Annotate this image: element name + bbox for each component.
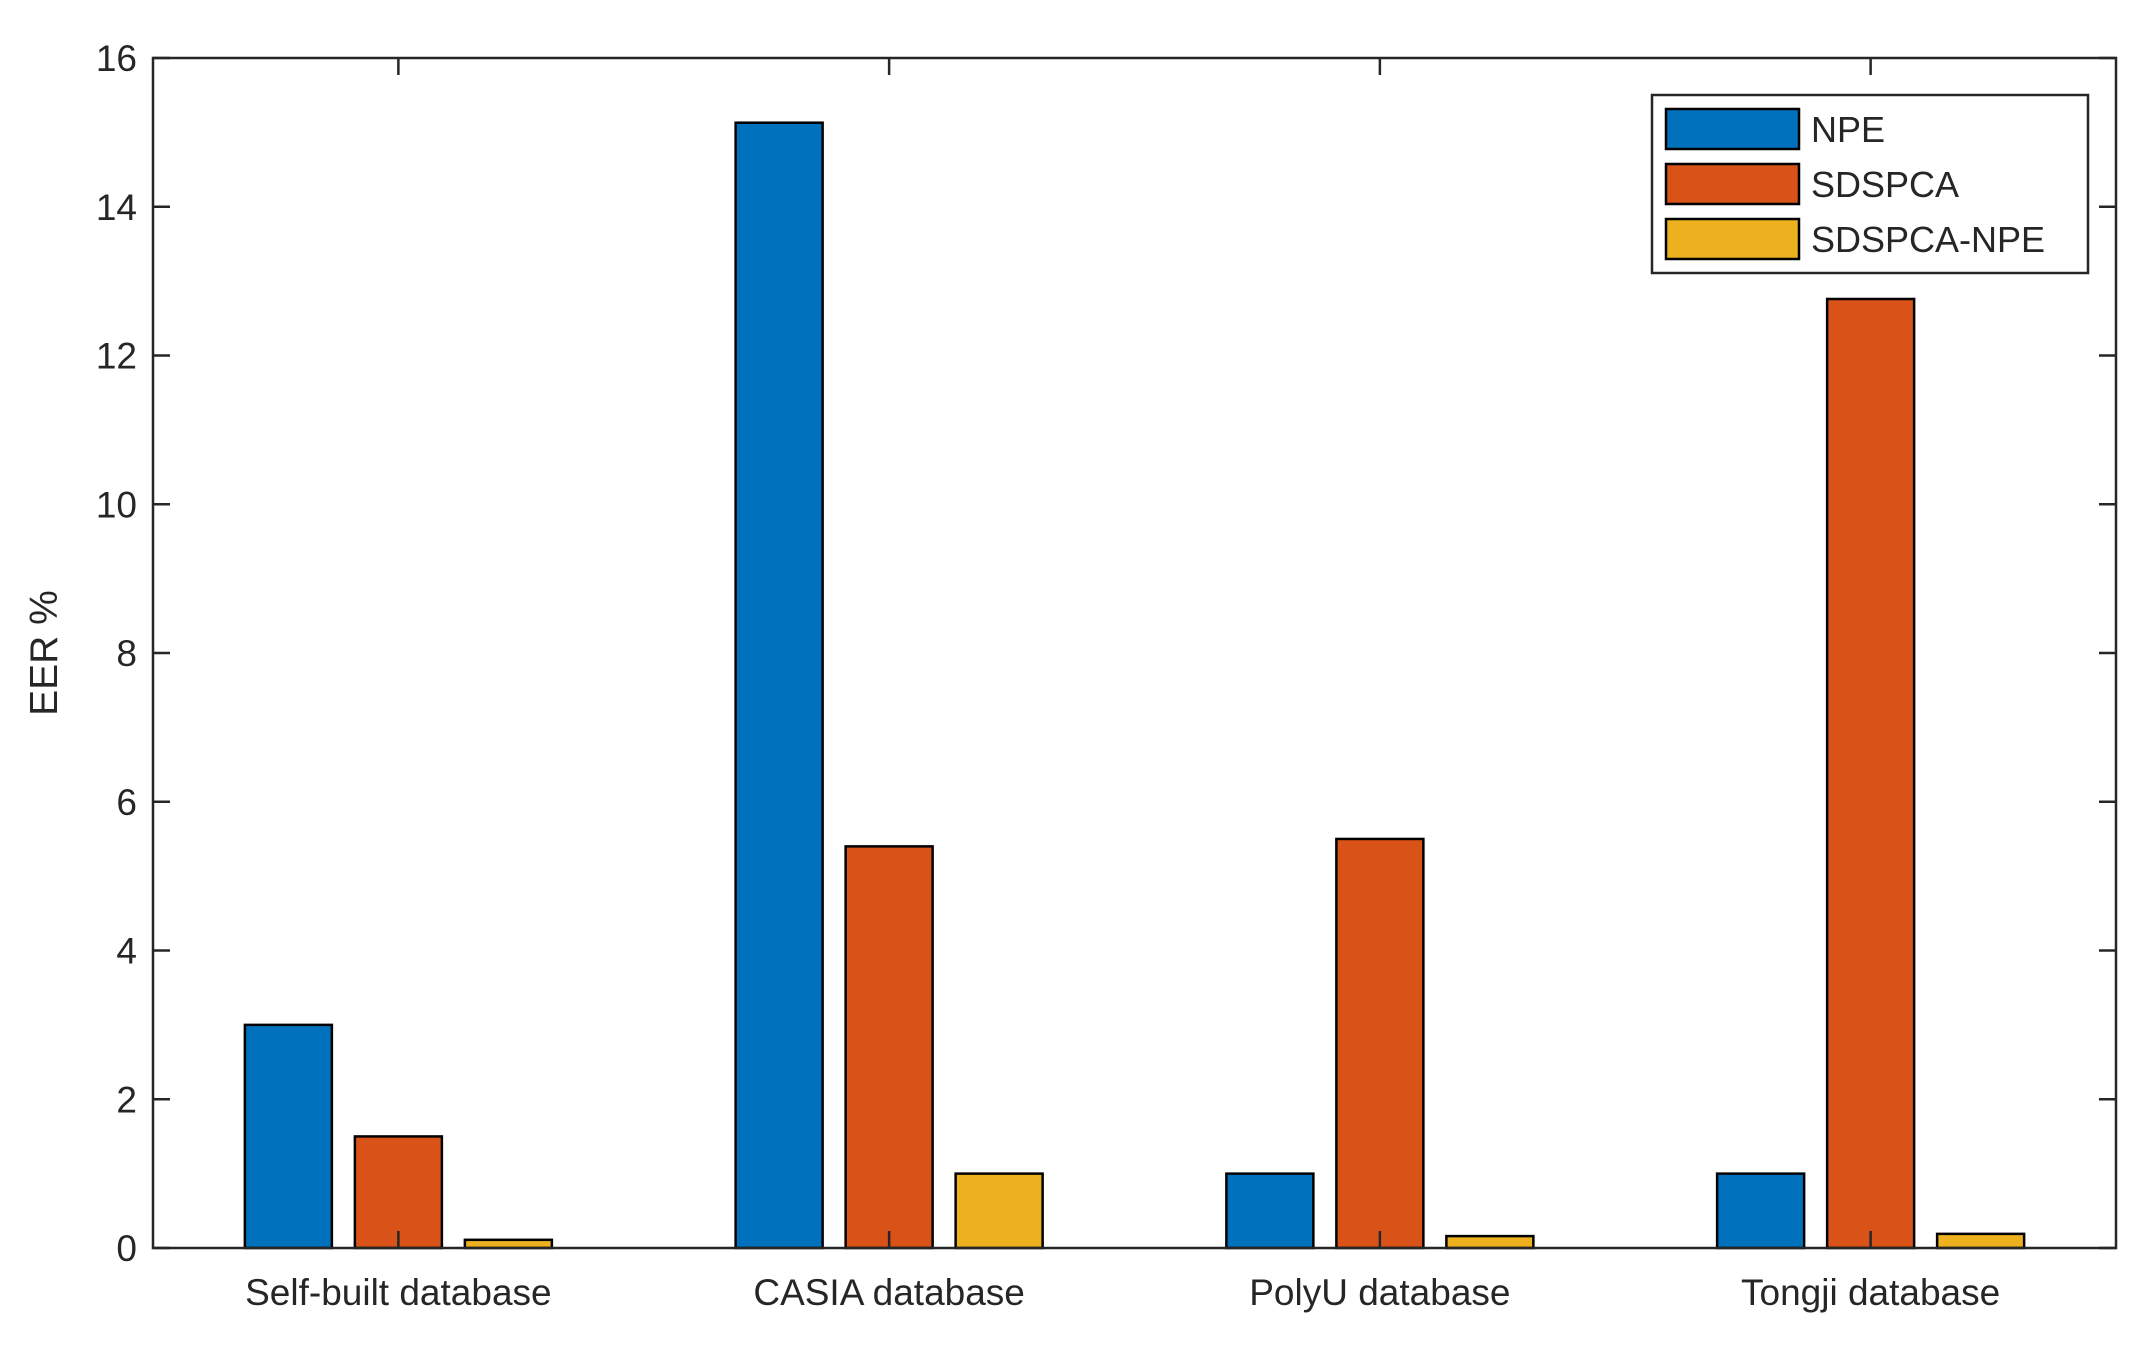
legend-label: SDSPCA-NPE (1811, 219, 2045, 260)
legend-swatch-sdspca (1664, 162, 1801, 206)
x-category-label: CASIA database (753, 1272, 1025, 1313)
legend-swatch-npe (1664, 107, 1801, 151)
bar-sdspca-npe-3 (1935, 1232, 2026, 1250)
bar-sdspca-0 (353, 1135, 444, 1250)
x-category-label: Tongji database (1741, 1272, 2000, 1313)
y-tick-label: 10 (96, 484, 137, 525)
y-tick-label: 12 (96, 336, 137, 377)
bar-npe-0 (243, 1023, 334, 1250)
x-axis-category-labels: Self-built database CASIA database PolyU d… (245, 1272, 2000, 1313)
y-tick-label: 8 (116, 633, 137, 674)
y-axis-title: EER % (23, 590, 66, 716)
bar-npe-2 (1225, 1172, 1315, 1250)
y-tick-label: 4 (116, 931, 137, 972)
y-tick-label: 2 (116, 1079, 137, 1120)
bars-layer (243, 121, 2026, 1250)
legend-label: SDSPCA (1811, 164, 1959, 205)
axis-ticks (153, 56, 2116, 1250)
y-tick-label: 16 (96, 38, 137, 79)
bar-sdspca-npe-2 (1445, 1234, 1535, 1250)
legend: NPE SDSPCA SDSPCA-NPE (1650, 93, 2090, 275)
bar-sdspca-2 (1335, 837, 1425, 1250)
x-category-label: PolyU database (1249, 1272, 1510, 1313)
legend-label: NPE (1811, 109, 1885, 150)
x-category-label: Self-built database (245, 1272, 551, 1313)
bar-npe-3 (1715, 1172, 1806, 1250)
bar-sdspca-3 (1825, 297, 1916, 1250)
y-tick-label: 0 (116, 1228, 137, 1269)
bar-npe-1 (734, 121, 824, 1250)
bar-sdspca-npe-1 (954, 1172, 1044, 1250)
y-tick-label: 6 (116, 782, 137, 823)
legend-swatch-sdspca-npe (1664, 217, 1801, 261)
y-tick-label: 14 (96, 187, 137, 228)
y-axis-tick-labels: 0 2 4 6 8 10 12 14 16 (96, 38, 137, 1269)
bar-sdspca-1 (844, 845, 934, 1250)
